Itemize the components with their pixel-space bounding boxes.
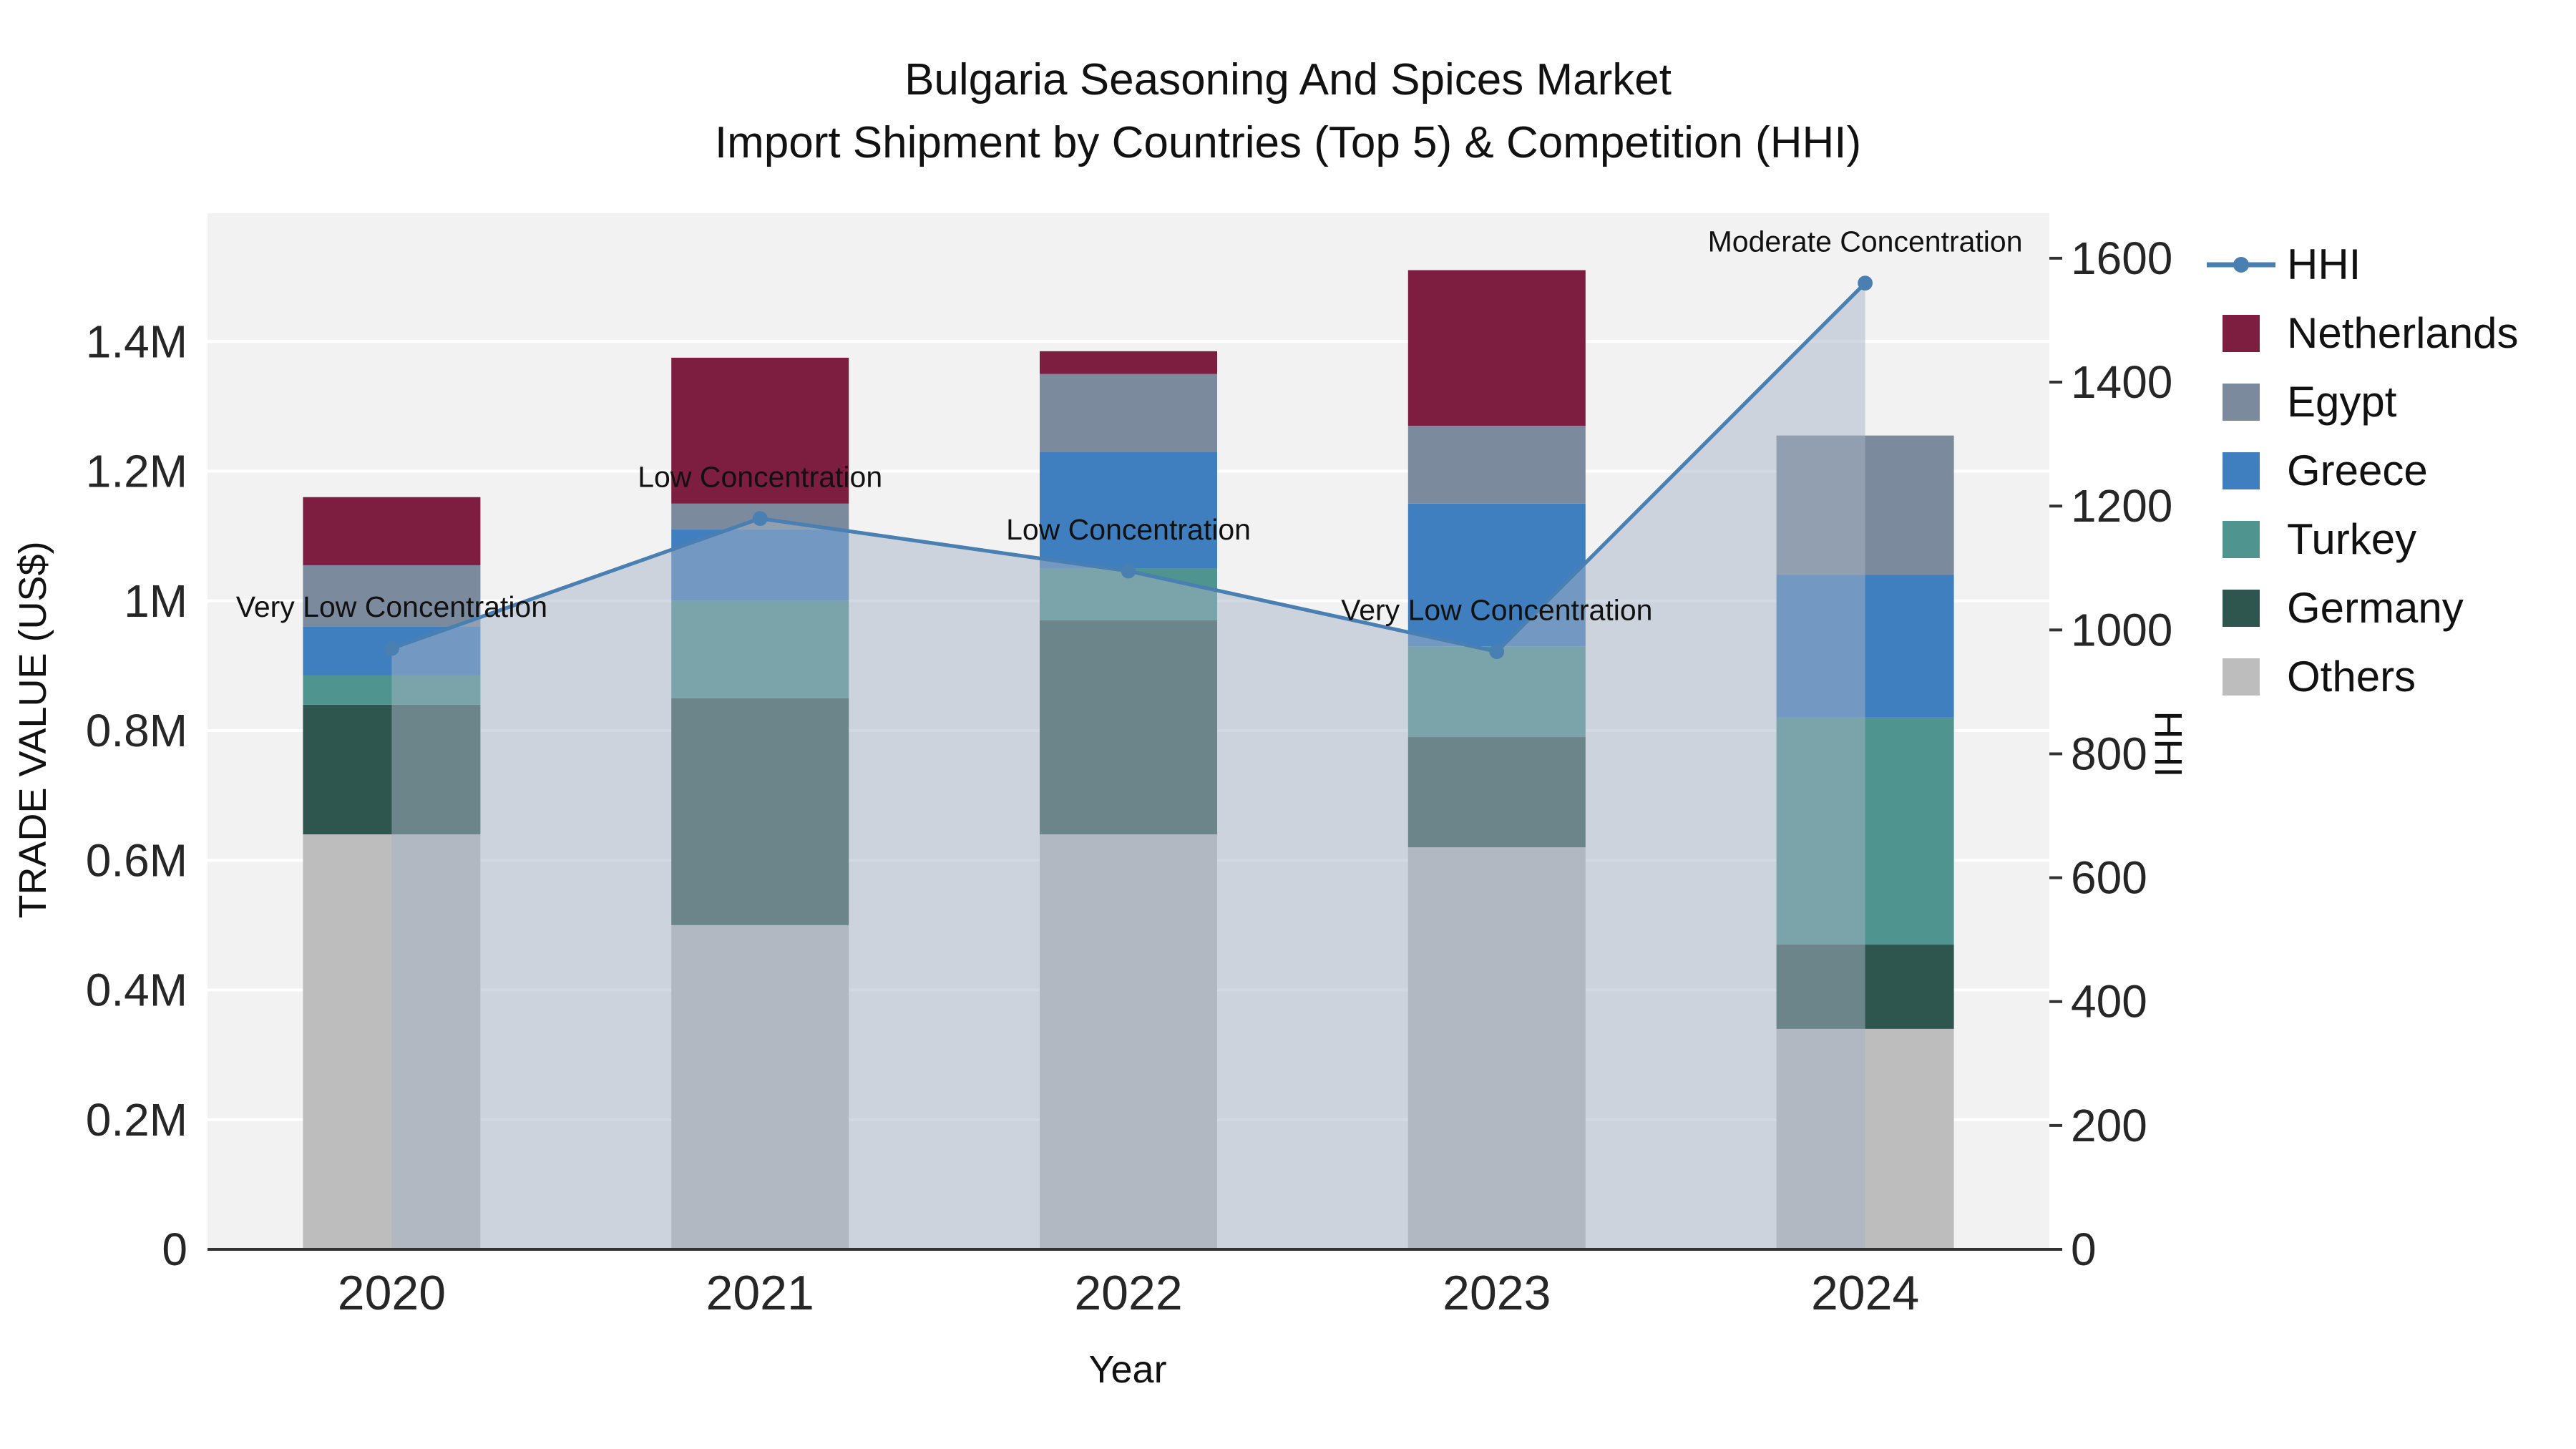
bar-segment-greece-2022[interactable]	[1040, 452, 1217, 569]
annotation-2024: Moderate Concentration	[1708, 225, 2023, 258]
bar-segment-netherlands-2020[interactable]	[303, 497, 481, 565]
bar-segment-egypt-2022[interactable]	[1040, 374, 1217, 452]
legend-label: Others	[2287, 653, 2416, 701]
y-left-tick-label: 0.2M	[86, 1094, 187, 1146]
y-left-tick-label: 0.4M	[86, 965, 187, 1016]
legend-item-turkey[interactable]: Turkey	[2223, 515, 2416, 563]
legend-swatch	[2223, 384, 2260, 421]
hhi-marker-2021[interactable]	[752, 511, 768, 526]
x-tick-label-2024: 2024	[1811, 1266, 1919, 1320]
legend-item-netherlands[interactable]: Netherlands	[2223, 309, 2519, 357]
y-left-tick-label: 1.2M	[86, 446, 187, 497]
y-left-tick-label: 0.6M	[86, 834, 187, 886]
legend-marker-sample	[2233, 257, 2249, 273]
y-left-tick-label: 1.4M	[86, 316, 187, 367]
y-right-tick-label: 1000	[2071, 604, 2172, 655]
legend-swatch	[2223, 315, 2260, 352]
hhi-marker-2023[interactable]	[1489, 644, 1505, 659]
x-axis-title: Year	[1088, 1348, 1166, 1391]
legend-label: Turkey	[2287, 515, 2416, 563]
chart-title-line2: Import Shipment by Countries (Top 5) & C…	[715, 118, 1861, 167]
x-tick-label-2021: 2021	[706, 1266, 814, 1320]
legend-label: Germany	[2287, 584, 2464, 632]
legend-label: HHI	[2287, 240, 2361, 288]
bar-segment-netherlands-2021[interactable]	[671, 357, 849, 504]
bar-segment-netherlands-2022[interactable]	[1040, 351, 1217, 374]
legend-item-egypt[interactable]: Egypt	[2223, 378, 2397, 426]
y-right-tick-label: 200	[2071, 1100, 2147, 1151]
bar-segment-egypt-2020[interactable]	[303, 565, 481, 627]
legend-label: Egypt	[2287, 378, 2397, 426]
y-left-tick-label: 1M	[124, 575, 187, 627]
y-right-tick-label: 400	[2071, 976, 2147, 1028]
legend-swatch	[2223, 521, 2260, 558]
x-tick-label-2020: 2020	[338, 1266, 446, 1320]
y-left-tick-label: 0.8M	[86, 705, 187, 756]
legend-label: Netherlands	[2287, 309, 2519, 357]
annotation-2022: Low Concentration	[1006, 513, 1251, 546]
chart-title-line1: Bulgaria Seasoning And Spices Market	[904, 55, 1672, 104]
legend-swatch	[2223, 452, 2260, 489]
y-right-tick-label: 0	[2071, 1224, 2097, 1275]
hhi-marker-2024[interactable]	[1858, 275, 1873, 291]
y-right-tick-label: 1600	[2071, 233, 2172, 284]
annotation-2023: Very Low Concentration	[1341, 594, 1652, 627]
y-left-tick-label: 0	[162, 1224, 187, 1275]
x-tick-label-2023: 2023	[1443, 1266, 1551, 1320]
bar-segment-netherlands-2023[interactable]	[1407, 270, 1586, 426]
y-right-tick-label: 600	[2071, 852, 2147, 904]
legend-swatch	[2223, 590, 2260, 627]
bar-segment-egypt-2023[interactable]	[1407, 426, 1586, 504]
y-right-tick-label: 800	[2071, 728, 2147, 779]
y-axis-title-left: TRADE VALUE (US$)	[11, 541, 54, 918]
x-tick-label-2022: 2022	[1074, 1266, 1182, 1320]
y-right-tick-label: 1400	[2071, 356, 2172, 408]
legend-item-greece[interactable]: Greece	[2223, 447, 2428, 494]
legend-item-others[interactable]: Others	[2223, 653, 2416, 701]
annotation-2021: Low Concentration	[638, 461, 882, 494]
y-axis-title-right: HHI	[2147, 711, 2190, 778]
legend-label: Greece	[2287, 447, 2428, 494]
hhi-marker-2022[interactable]	[1121, 563, 1136, 579]
hhi-marker-2020[interactable]	[384, 640, 399, 656]
annotation-2020: Very Low Concentration	[236, 590, 547, 623]
legend-swatch	[2223, 658, 2260, 696]
y-right-tick-label: 1200	[2071, 480, 2172, 532]
legend-item-hhi[interactable]: HHI	[2207, 240, 2361, 288]
legend-item-germany[interactable]: Germany	[2223, 584, 2464, 632]
